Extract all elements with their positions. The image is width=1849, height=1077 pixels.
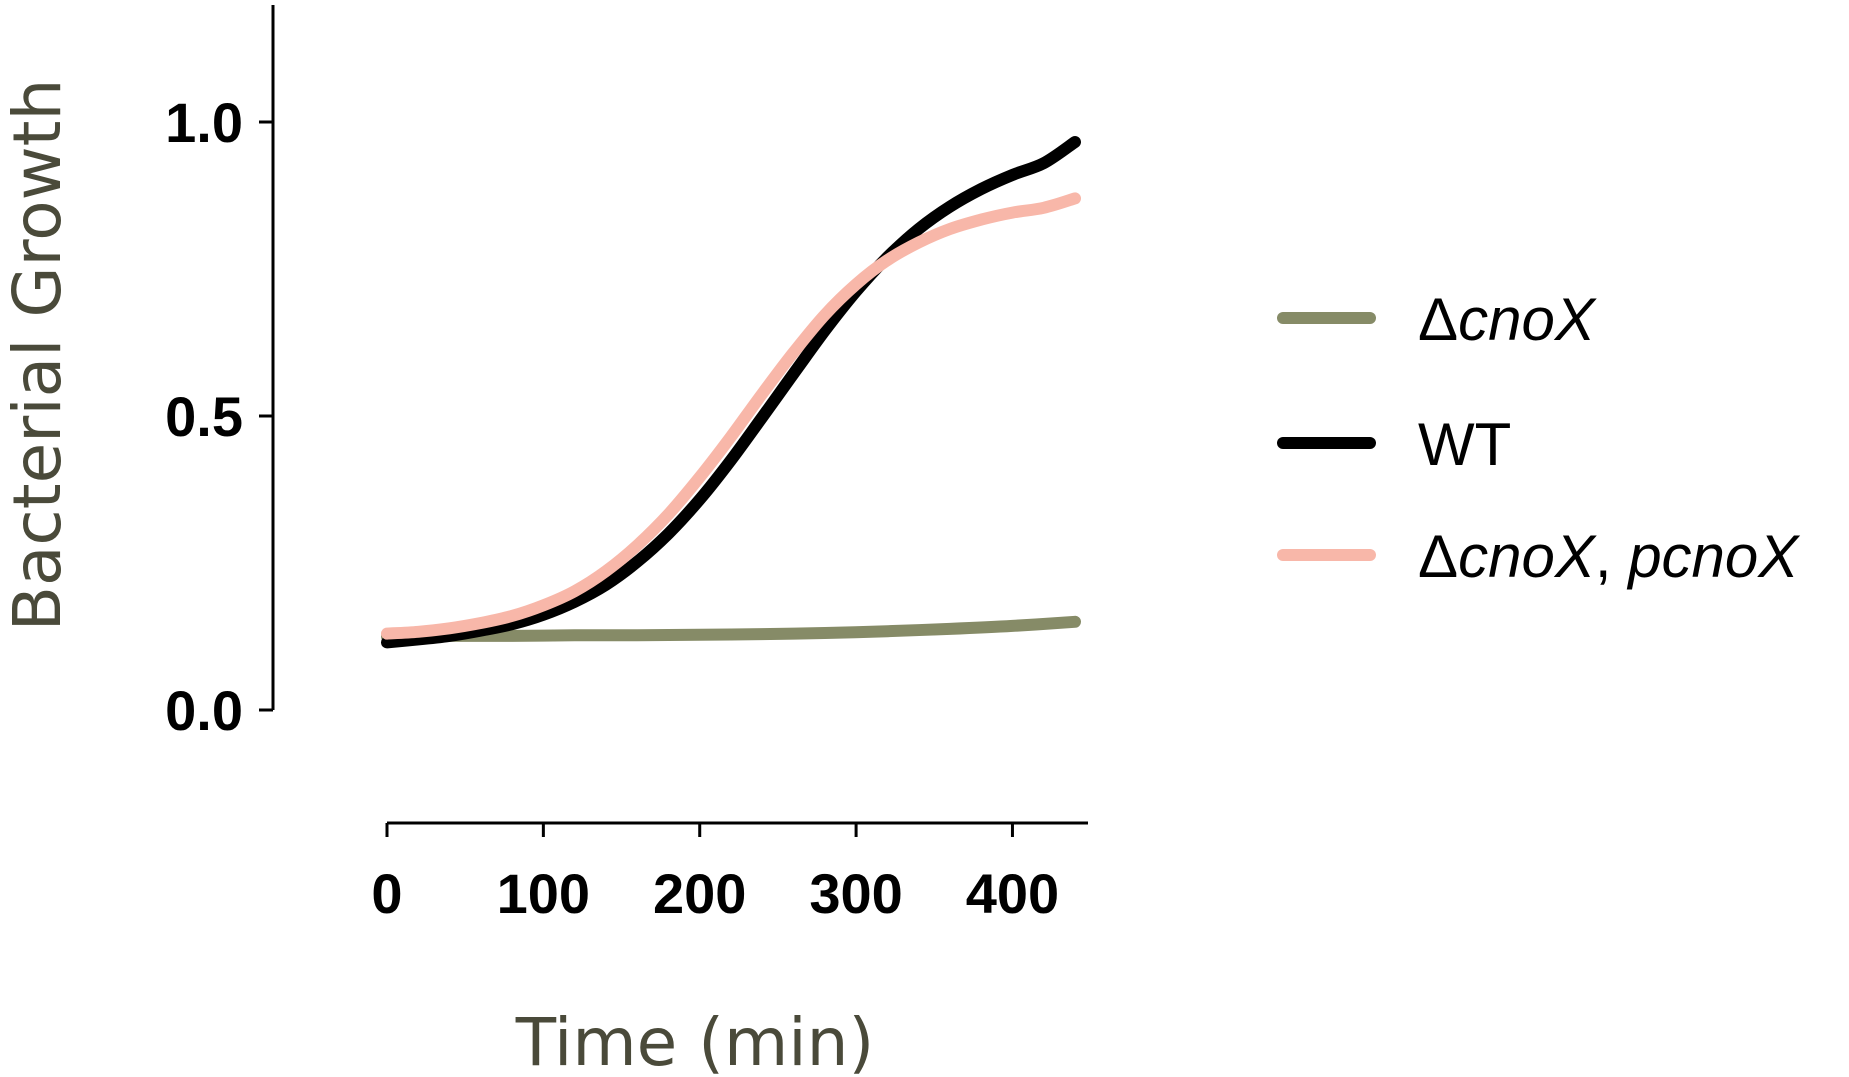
legend: ΔcnoX WT ΔcnoX, pcnoX [1277, 286, 1800, 590]
y-tick-label: 1.0 [165, 91, 243, 154]
series-layer [381, 136, 1081, 649]
series-line-0 [381, 615, 1081, 643]
legend-label: WT [1418, 411, 1511, 478]
series-line-2 [381, 192, 1081, 640]
y-tick-label: 0.5 [165, 385, 243, 448]
y-axis: 0.0 0.5 1.0 [165, 5, 275, 742]
legend-label: ΔcnoX [1418, 286, 1597, 353]
x-axis: 0 100 200 300 400 [371, 821, 1088, 925]
x-tick-label: 400 [966, 862, 1059, 925]
y-tick-label: 0.0 [165, 679, 243, 742]
x-tick-label: 100 [497, 862, 590, 925]
y-axis-title: Bacterial Growth [0, 79, 76, 632]
legend-label: ΔcnoX, pcnoX [1418, 523, 1800, 590]
x-axis-title: Time (min) [515, 1004, 874, 1077]
x-tick-label: 300 [809, 862, 902, 925]
x-tick-label: 0 [371, 862, 402, 925]
series-line-1 [381, 136, 1081, 649]
x-tick-label: 200 [653, 862, 746, 925]
